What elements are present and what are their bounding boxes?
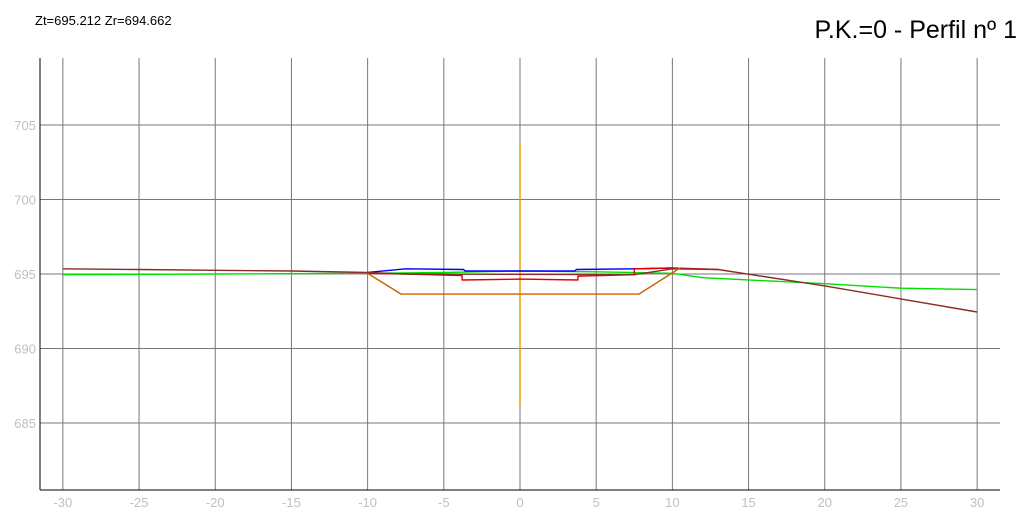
x-tick-label: -25 bbox=[130, 495, 149, 510]
series-line-earthwork bbox=[367, 267, 681, 295]
series-line-pavement bbox=[367, 267, 673, 274]
x-tick-label: 5 bbox=[593, 495, 600, 510]
x-tick-label: -15 bbox=[282, 495, 301, 510]
y-tick-label: 685 bbox=[14, 416, 36, 431]
series-layer bbox=[62, 142, 978, 406]
x-tick-label: 30 bbox=[970, 495, 984, 510]
elevation-readout: Zt=695.212 Zr=694.662 bbox=[35, 13, 172, 28]
series-line-surface bbox=[62, 268, 978, 313]
x-tick-label: 10 bbox=[665, 495, 679, 510]
x-tick-label: -5 bbox=[438, 495, 450, 510]
x-tick-label: 25 bbox=[894, 495, 908, 510]
x-tick-label: -10 bbox=[358, 495, 377, 510]
x-tick-label: -30 bbox=[53, 495, 72, 510]
series-line-subgrade bbox=[367, 267, 719, 281]
profile-title: P.K.=0 - Perfil nº 1 bbox=[814, 16, 1017, 44]
y-tick-label: 705 bbox=[14, 118, 36, 133]
y-tick-label: 690 bbox=[14, 341, 36, 356]
x-tick-label: 0 bbox=[516, 495, 523, 510]
y-tick-label: 695 bbox=[14, 267, 36, 282]
series-line-terrain bbox=[62, 270, 978, 291]
x-tick-label: 15 bbox=[741, 495, 755, 510]
y-tick-label: 700 bbox=[14, 193, 36, 208]
x-tick-label: -20 bbox=[206, 495, 225, 510]
x-tick-label: 20 bbox=[818, 495, 832, 510]
axes bbox=[39, 58, 1000, 491]
tick-labels: -30 -25 -20 -15 -10 -5 0 5 10 15 20 25 30 685 690 695 70… bbox=[14, 118, 984, 510]
